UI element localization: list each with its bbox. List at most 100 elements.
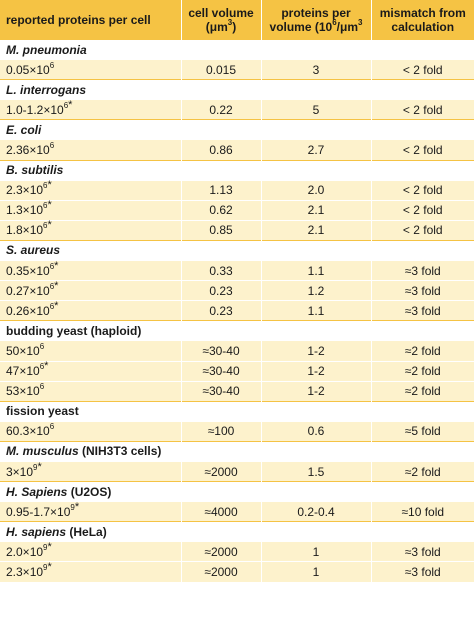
table-row: 47×106* ≈30-40 1-2 ≈2 fold <box>0 360 474 382</box>
footnote-star: * <box>47 199 52 212</box>
mismatch-cell: < 2 fold <box>370 199 474 221</box>
proteins-per-cell-cell: 2.36×106 <box>0 139 181 161</box>
proteins-per-volume-cell: 0.6 <box>260 420 371 442</box>
mismatch-cell: ≈10 fold <box>370 501 474 522</box>
cell-volume-cell: ≈4000 <box>180 501 261 522</box>
mismatch-cell: ≈2 fold <box>370 460 474 482</box>
footnote-star: * <box>47 560 52 573</box>
proteins-base: 53×10 <box>6 384 40 399</box>
proteins-exponent: 6 <box>49 301 55 311</box>
proteins-per-cell-cell: 1.3×106* <box>0 199 181 221</box>
footnote-star: * <box>68 98 73 111</box>
proteins-per-volume-cell: 1.2 <box>260 280 371 301</box>
mismatch-cell: ≈3 fold <box>370 561 474 582</box>
header-col2-line2-post: ) <box>232 19 237 34</box>
table-row: 0.27×106* 0.23 1.2 ≈3 fold <box>0 279 474 301</box>
organism-cell: L. interrogans <box>0 79 474 100</box>
footnote-star: * <box>54 279 59 292</box>
proteins-exponent: 9 <box>70 502 75 512</box>
footnote-star: * <box>74 500 80 513</box>
organism-row: L. interrogans <box>0 79 474 100</box>
mismatch-cell: ≈5 fold <box>370 420 474 442</box>
table-row: 1.8×106* 0.85 2.1 < 2 fold <box>0 219 474 241</box>
mismatch-cell: < 2 fold <box>370 219 474 241</box>
proteins-base: 0.95-1.7×10 <box>6 504 71 519</box>
footnote-star: * <box>44 360 49 373</box>
proteins-exponent: 9 <box>43 562 48 572</box>
mismatch-cell: < 2 fold <box>370 99 474 120</box>
proteins-per-cell-cell: 1.0-1.2×106* <box>0 98 181 120</box>
proteins-exponent: 6 <box>39 382 45 392</box>
organism-cell: H. sapiens (HeLa) <box>0 521 474 542</box>
organism-cell: S. aureus <box>0 239 474 261</box>
organism-row: H. sapiens (HeLa) <box>0 521 474 542</box>
proteins-per-cell-cell: 0.05×106 <box>0 59 181 80</box>
table-row: 0.26×106* 0.23 1.1 ≈3 fold <box>0 299 474 321</box>
organism-suffix: (HeLa) <box>66 524 107 539</box>
proteins-per-volume-cell: 1.1 <box>260 300 371 321</box>
proteins-exponent: 6 <box>49 141 55 151</box>
proteins-base: 1.0-1.2×10 <box>6 102 64 117</box>
proteins-per-cell-cell: 0.26×106* <box>0 299 181 321</box>
header-col3-sup2: 3 <box>358 17 363 27</box>
proteins-per-cell-cell: 0.35×106* <box>0 260 181 281</box>
proteins-per-cell-cell: 0.95-1.7×109* <box>0 500 181 522</box>
protein-table: reported proteins per cell cell volume (… <box>0 0 474 582</box>
header-col2-line1: cell volume <box>188 5 254 20</box>
table-row: 60.3×106 ≈100 0.6 ≈5 fold <box>0 420 474 442</box>
header-col3-line1: proteins per <box>281 5 351 20</box>
proteins-per-cell-cell: 2.0×109* <box>0 540 181 562</box>
proteins-per-volume-cell: 1 <box>260 561 371 582</box>
proteins-exponent: 6 <box>43 201 48 211</box>
proteins-per-volume-cell: 5 <box>260 99 371 120</box>
organism-name: S. aureus <box>6 243 61 258</box>
footnote-star: * <box>54 299 59 312</box>
proteins-per-volume-cell: 2.7 <box>260 139 371 161</box>
proteins-exponent: 6 <box>39 341 45 351</box>
proteins-per-volume-cell: 1-2 <box>260 380 371 402</box>
proteins-base: 0.26×10 <box>6 303 50 318</box>
organism-name: E. coli <box>6 122 42 137</box>
cell-volume-cell: ≈2000 <box>180 561 261 582</box>
header-proteins-per-volume: proteins per volume (106/μm3 <box>260 0 371 40</box>
cell-volume-cell: 1.13 <box>180 179 261 201</box>
cell-volume-cell: 0.23 <box>180 280 261 301</box>
cell-volume-cell: ≈100 <box>180 420 261 442</box>
table-row: 2.0×109* ≈2000 1 ≈3 fold <box>0 540 474 562</box>
header-col3-line2-mid: /μm <box>336 19 359 34</box>
proteins-per-volume-cell: 2.1 <box>260 199 371 221</box>
footnote-star: * <box>47 540 52 553</box>
cell-volume-cell: ≈30-40 <box>180 380 261 402</box>
organism-row: B. subtilis <box>0 159 474 181</box>
proteins-per-cell-cell: 53×106 <box>0 380 181 402</box>
proteins-per-volume-cell: 1 <box>260 541 371 562</box>
table-row: 53×106 ≈30-40 1-2 ≈2 fold <box>0 380 474 402</box>
proteins-base: 0.27×10 <box>6 283 50 298</box>
organism-name: H. sapiens <box>6 524 67 539</box>
proteins-base: 2.0×10 <box>6 544 44 559</box>
cell-volume-cell: ≈30-40 <box>180 340 261 361</box>
proteins-per-volume-cell: 1.1 <box>260 260 371 281</box>
table-row: 0.35×106* 0.33 1.1 ≈3 fold <box>0 260 474 281</box>
mismatch-cell: < 2 fold <box>370 139 474 161</box>
proteins-base: 0.05×10 <box>6 62 50 77</box>
mismatch-cell: ≈3 fold <box>370 541 474 562</box>
organism-name: L. interrogans <box>6 82 87 97</box>
proteins-exponent: 6 <box>43 181 48 191</box>
proteins-exponent: 6 <box>49 281 55 291</box>
organism-suffix: (NIH3T3 cells) <box>78 444 162 459</box>
proteins-per-cell-cell: 50×106 <box>0 340 181 361</box>
proteins-base: 3×10 <box>6 464 34 479</box>
organism-name: M. musculus <box>6 444 79 459</box>
proteins-per-volume-cell: 1-2 <box>260 340 371 361</box>
protein-table-container: reported proteins per cell cell volume (… <box>0 0 474 582</box>
cell-volume-cell: 0.33 <box>180 260 261 281</box>
proteins-per-volume-cell: 2.1 <box>260 219 371 241</box>
organism-row: S. aureus <box>0 239 474 261</box>
organism-cell: fission yeast <box>0 400 474 422</box>
cell-volume-cell: 0.22 <box>180 99 261 120</box>
cell-volume-cell: ≈30-40 <box>180 360 261 382</box>
cell-volume-cell: ≈2000 <box>180 460 261 482</box>
organism-cell: H. Sapiens (U2OS) <box>0 481 474 502</box>
proteins-per-volume-cell: 2.0 <box>260 179 371 201</box>
